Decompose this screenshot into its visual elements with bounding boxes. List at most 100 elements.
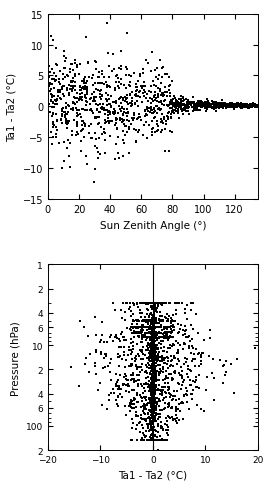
Point [151, 93, 156, 101]
Point [231, 101, 236, 109]
Point [114, 396, 118, 404]
Point [127, 401, 132, 408]
Point [131, 311, 136, 318]
Point [150, 343, 155, 351]
Point [150, 340, 154, 348]
Point [200, 104, 204, 111]
Point [59, 95, 63, 103]
Point [220, 103, 224, 110]
Point [187, 111, 191, 119]
Point [154, 369, 159, 377]
Point [69, 132, 74, 139]
Point [251, 100, 255, 108]
Point [153, 348, 157, 356]
Point [169, 353, 173, 361]
Point [127, 124, 132, 132]
Point [170, 403, 174, 411]
Point [150, 299, 154, 307]
Point [158, 413, 163, 421]
Point [212, 374, 216, 382]
Point [149, 399, 153, 407]
Point [216, 104, 220, 111]
Point [149, 299, 153, 307]
Point [154, 329, 158, 337]
Point [146, 424, 151, 432]
Point [194, 101, 199, 109]
Point [164, 334, 168, 342]
Point [78, 96, 83, 104]
Point [163, 332, 167, 340]
Point [151, 370, 155, 378]
Point [132, 324, 136, 332]
Point [150, 344, 154, 352]
Point [149, 90, 153, 97]
Point [175, 349, 180, 357]
Point [138, 329, 143, 336]
Point [135, 299, 139, 307]
Point [164, 393, 168, 401]
Point [184, 391, 189, 399]
Point [151, 398, 155, 406]
Point [152, 399, 156, 407]
Point [140, 394, 144, 402]
Point [114, 79, 118, 87]
Point [225, 102, 229, 110]
Point [144, 57, 148, 64]
Point [165, 354, 170, 362]
Point [152, 391, 157, 398]
Point [57, 89, 61, 97]
Point [81, 106, 85, 113]
Point [151, 299, 155, 307]
Point [213, 102, 217, 109]
Point [149, 417, 154, 425]
Point [177, 95, 181, 103]
Point [142, 436, 146, 444]
Point [166, 379, 170, 387]
Point [82, 134, 86, 142]
Point [130, 115, 134, 122]
Point [149, 345, 153, 353]
Point [188, 99, 193, 106]
Point [154, 405, 158, 412]
Point [149, 394, 153, 402]
Point [246, 102, 250, 110]
Point [105, 102, 109, 109]
Point [128, 361, 133, 369]
Point [248, 103, 252, 110]
Point [162, 116, 167, 123]
Point [145, 91, 149, 99]
Point [160, 423, 164, 431]
Point [218, 103, 222, 111]
Point [187, 342, 192, 350]
Point [136, 324, 140, 332]
Point [157, 299, 161, 307]
Point [111, 299, 115, 307]
Point [165, 116, 170, 124]
Point [151, 362, 155, 369]
Point [145, 135, 149, 143]
Point [170, 357, 174, 364]
Point [152, 436, 157, 444]
Point [152, 305, 156, 313]
Point [152, 94, 156, 102]
Point [170, 329, 174, 336]
Point [64, 104, 69, 112]
Point [148, 329, 153, 336]
Point [146, 324, 150, 332]
Point [148, 436, 153, 444]
Point [122, 373, 126, 381]
Point [53, 77, 57, 85]
Point [85, 107, 89, 115]
Point [118, 116, 122, 124]
Point [121, 118, 125, 126]
Point [150, 424, 154, 432]
Point [117, 382, 122, 390]
Point [153, 390, 157, 397]
Point [160, 348, 165, 355]
Point [218, 104, 222, 111]
Point [112, 111, 116, 119]
Point [145, 333, 149, 341]
Point [77, 382, 81, 390]
Point [124, 299, 128, 307]
Point [220, 104, 225, 112]
